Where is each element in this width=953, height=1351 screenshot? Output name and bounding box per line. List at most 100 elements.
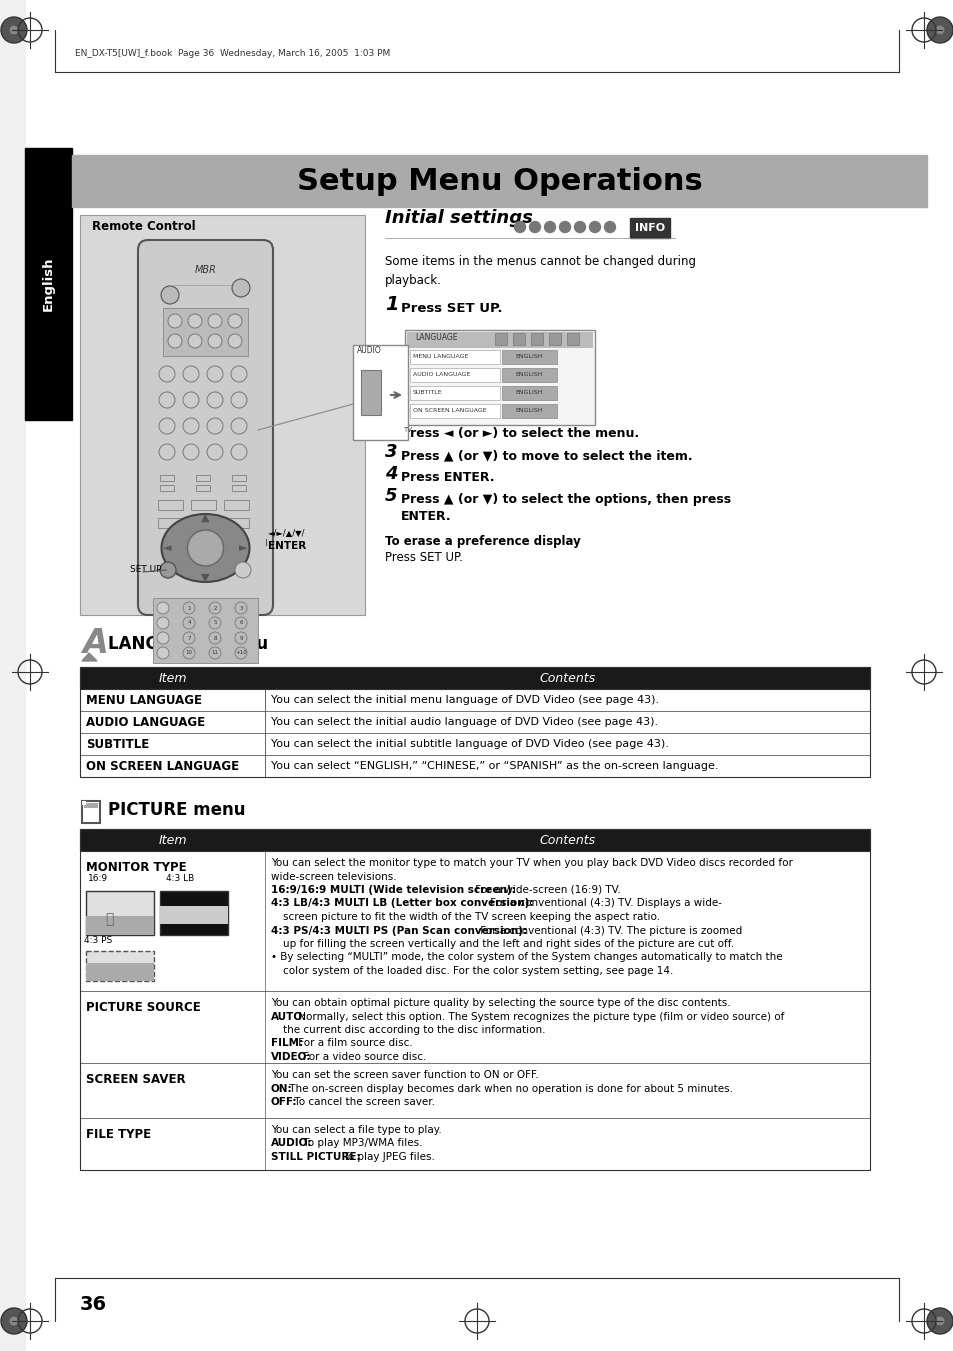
Bar: [80, 689, 869, 711]
Text: ▼: ▼: [201, 573, 210, 584]
Text: ON SCREEN LANGUAGE: ON SCREEN LANGUAGE: [86, 759, 239, 773]
Text: +10: +10: [234, 650, 247, 655]
Circle shape: [544, 222, 555, 232]
Bar: [80, 1119, 869, 1170]
Text: AUDIO: AUDIO: [356, 346, 381, 355]
Bar: [158, 517, 183, 528]
Bar: [158, 500, 183, 509]
Text: 9: 9: [239, 635, 242, 640]
Text: ▲: ▲: [201, 513, 210, 523]
Text: Remote Control: Remote Control: [91, 220, 195, 232]
Text: English: English: [42, 257, 54, 311]
Circle shape: [234, 632, 247, 644]
Circle shape: [9, 26, 19, 35]
Bar: [80, 667, 869, 689]
Text: SUBTITLE: SUBTITLE: [86, 738, 149, 751]
Circle shape: [574, 222, 585, 232]
Circle shape: [168, 313, 182, 328]
Text: Contents: Contents: [538, 671, 595, 685]
Circle shape: [159, 417, 174, 434]
Text: ENGLISH: ENGLISH: [515, 373, 542, 377]
Circle shape: [934, 1316, 944, 1325]
Text: For a conventional (4:3) TV. Displays a wide-: For a conventional (4:3) TV. Displays a …: [486, 898, 720, 908]
Bar: [86, 963, 153, 981]
Text: ON:: ON:: [271, 1084, 293, 1093]
Text: INFO: INFO: [635, 223, 664, 232]
Circle shape: [529, 222, 540, 232]
Text: ◄: ◄: [163, 543, 172, 553]
Circle shape: [926, 18, 952, 43]
Text: For a video source disc.: For a video source disc.: [300, 1052, 426, 1062]
Text: ►: ►: [239, 543, 248, 553]
Text: To play JPEG files.: To play JPEG files.: [339, 1152, 434, 1162]
Text: AUTO:: AUTO:: [271, 1012, 307, 1021]
Text: 1: 1: [385, 295, 398, 313]
Text: 8: 8: [213, 635, 216, 640]
Text: MENU LANGUAGE: MENU LANGUAGE: [413, 354, 468, 359]
Text: AUDIO LANGUAGE: AUDIO LANGUAGE: [86, 716, 205, 728]
Bar: [191, 500, 215, 509]
Circle shape: [1, 18, 27, 43]
Circle shape: [234, 647, 247, 659]
Circle shape: [183, 444, 199, 459]
Text: AUDIO LANGUAGE: AUDIO LANGUAGE: [413, 373, 470, 377]
Text: EN_DX-T5[UW]_f.book  Page 36  Wednesday, March 16, 2005  1:03 PM: EN_DX-T5[UW]_f.book Page 36 Wednesday, M…: [75, 49, 390, 58]
Text: You can select a file type to play.: You can select a file type to play.: [271, 1125, 441, 1135]
Text: 4:3 LB/4:3 MULTI LB (Letter box conversion):: 4:3 LB/4:3 MULTI LB (Letter box conversi…: [271, 898, 533, 908]
Text: To cancel the screen saver.: To cancel the screen saver.: [291, 1097, 435, 1106]
Text: 4:3 PS: 4:3 PS: [84, 936, 112, 944]
Circle shape: [209, 617, 221, 630]
Text: TV: TV: [402, 427, 412, 434]
Text: 4:3 LB: 4:3 LB: [166, 874, 193, 884]
Text: ◄/►/▲/▼/: ◄/►/▲/▼/: [268, 528, 305, 536]
Text: 🏔: 🏔: [105, 912, 113, 925]
Text: ENGLISH: ENGLISH: [515, 354, 542, 359]
Text: Contents: Contents: [538, 834, 595, 847]
Text: up for filling the screen vertically and the left and right sides of the picture: up for filling the screen vertically and…: [283, 939, 734, 948]
Circle shape: [1, 1308, 27, 1333]
Text: STILL PICTURE:: STILL PICTURE:: [271, 1152, 360, 1162]
Bar: [232, 476, 246, 481]
Text: 6: 6: [239, 620, 242, 626]
Text: You can obtain optimal picture quality by selecting the source type of the disc : You can obtain optimal picture quality b…: [271, 998, 730, 1008]
Text: 1: 1: [187, 605, 191, 611]
Text: ENGLISH: ENGLISH: [515, 408, 542, 413]
Bar: [71, 155, 926, 207]
Text: Press ▲ (or ▼) to select the options, then press: Press ▲ (or ▼) to select the options, th…: [400, 493, 730, 507]
Bar: [0, 0, 25, 1351]
Bar: [531, 332, 542, 345]
Circle shape: [188, 530, 223, 566]
Circle shape: [232, 280, 250, 297]
Text: ENTER: ENTER: [268, 540, 306, 551]
Bar: [86, 916, 153, 935]
Circle shape: [183, 366, 199, 382]
Text: 10: 10: [185, 650, 193, 655]
Bar: [80, 711, 869, 734]
Bar: [224, 517, 249, 528]
Text: Item: Item: [158, 671, 187, 685]
Circle shape: [183, 617, 194, 630]
Text: To erase a preference display: To erase a preference display: [385, 535, 580, 549]
Circle shape: [231, 392, 247, 408]
Bar: [410, 350, 499, 363]
Bar: [410, 386, 499, 400]
Circle shape: [207, 392, 223, 408]
Text: 7: 7: [187, 635, 191, 640]
Circle shape: [168, 334, 182, 349]
Text: 4:3 PS/4:3 MULTI PS (Pan Scan conversion):: 4:3 PS/4:3 MULTI PS (Pan Scan conversion…: [271, 925, 527, 935]
Text: 4: 4: [385, 465, 397, 484]
Text: color system of the loaded disc. For the color system setting, see page 14.: color system of the loaded disc. For the…: [283, 966, 673, 975]
Circle shape: [157, 617, 169, 630]
Circle shape: [207, 366, 223, 382]
Bar: [501, 386, 557, 400]
Text: Press ▲ (or ▼) to move to select the item.: Press ▲ (or ▼) to move to select the ite…: [400, 449, 692, 462]
Bar: [82, 801, 100, 823]
Circle shape: [9, 1316, 19, 1325]
Bar: [513, 332, 524, 345]
Text: 16:9: 16:9: [88, 874, 108, 884]
Circle shape: [157, 632, 169, 644]
Bar: [86, 951, 153, 981]
Text: You can select the initial menu language of DVD Video (see page 43).: You can select the initial menu language…: [271, 694, 659, 705]
Text: LANGUAGE menu: LANGUAGE menu: [108, 635, 268, 653]
Circle shape: [209, 647, 221, 659]
